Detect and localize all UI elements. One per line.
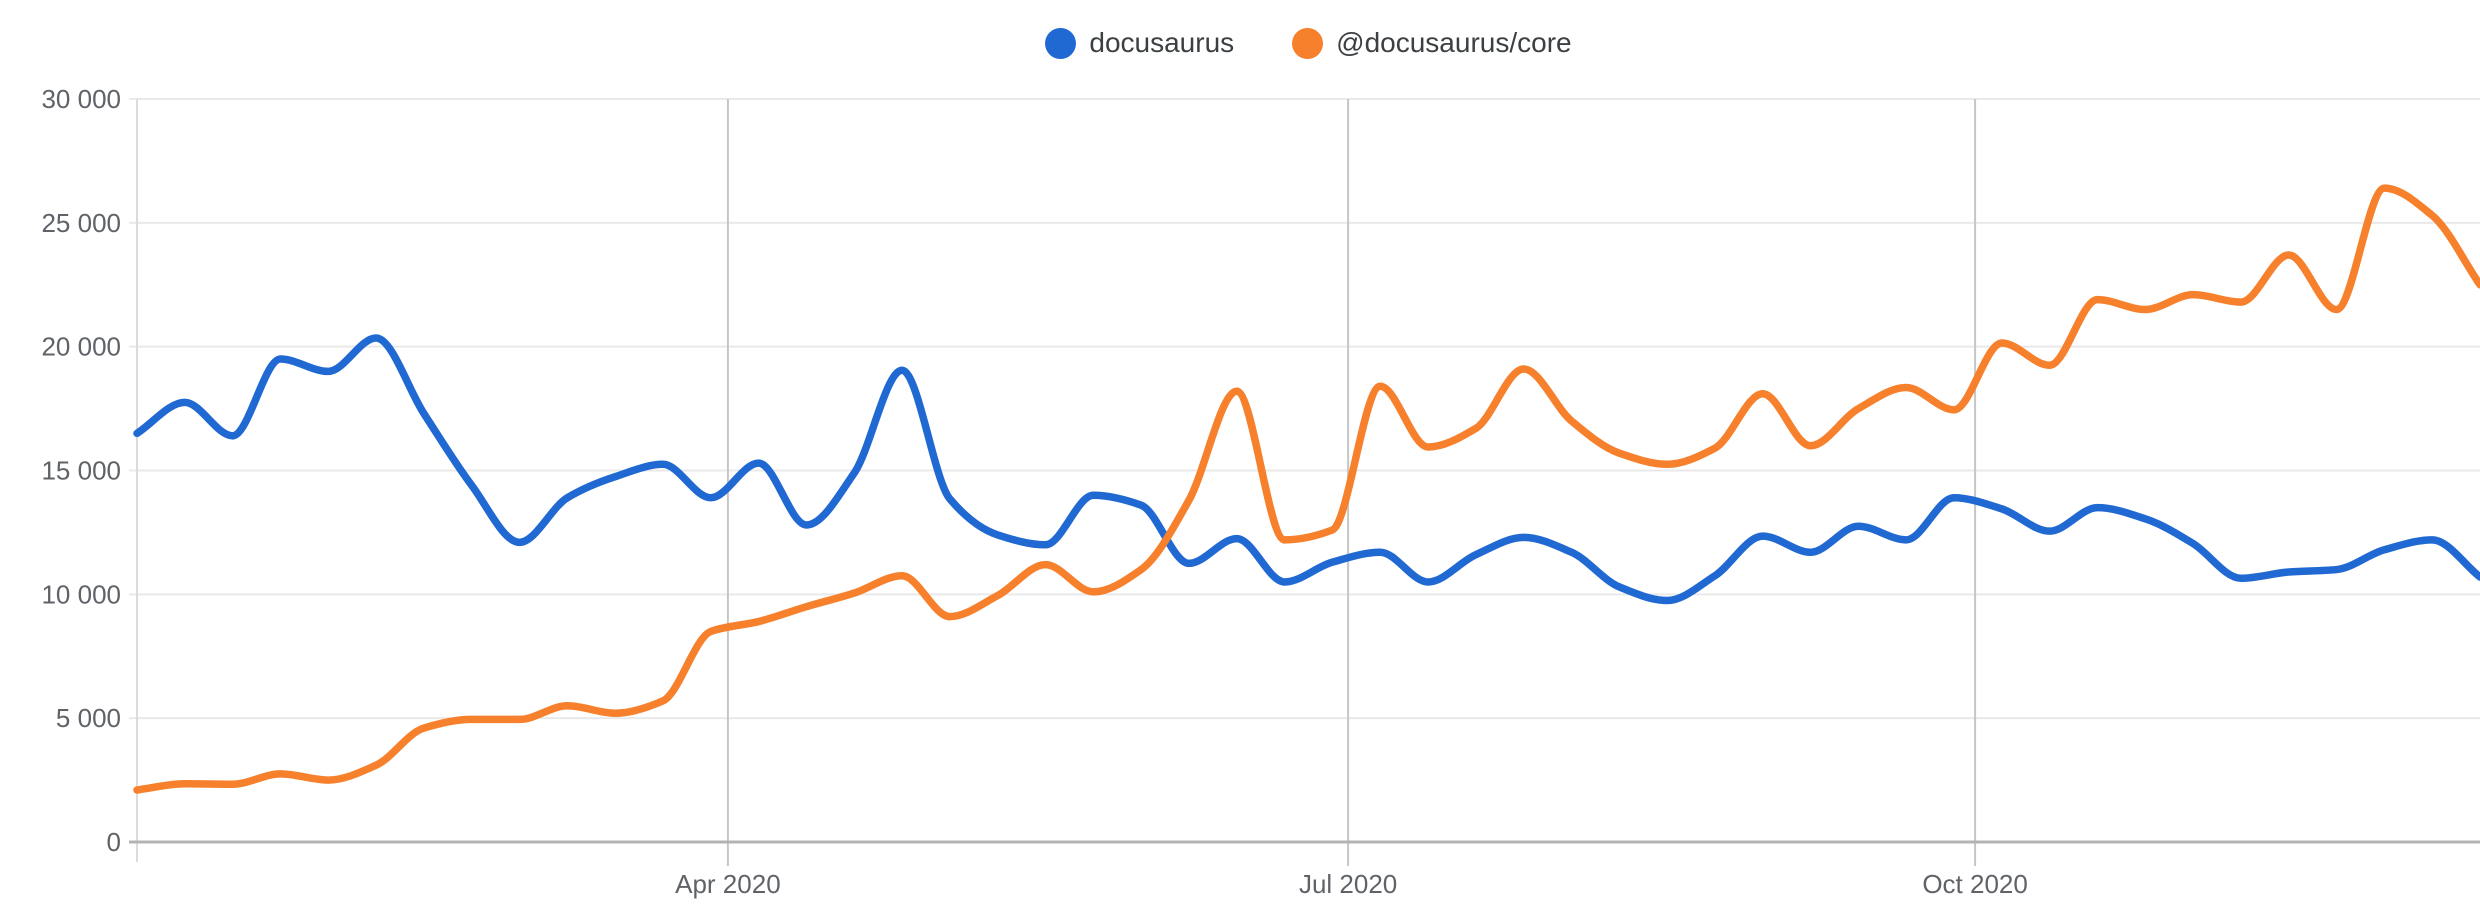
legend-item--docusaurus-core[interactable]: @docusaurus/core: [1292, 27, 1572, 59]
x-axis-tick-label: Apr 2020: [675, 869, 781, 899]
x-axis-tick-label: Oct 2020: [1922, 869, 2028, 899]
legend-label: @docusaurus/core: [1336, 27, 1572, 58]
x-axis-tick-label: Jul 2020: [1299, 869, 1397, 899]
y-axis-tick-label: 0: [107, 827, 121, 857]
y-axis-tick-label: 20 000: [41, 332, 121, 362]
y-axis-tick-label: 5 000: [56, 703, 121, 733]
chart-legend: docusaurus @docusaurus/core: [137, 20, 2480, 66]
legend-item-docusaurus[interactable]: docusaurus: [1045, 27, 1234, 59]
y-axis-tick-label: 30 000: [41, 84, 121, 114]
series-line-docusaurus: [133, 334, 2480, 605]
series-line--docusaurus-core: [133, 184, 2480, 794]
legend-label: docusaurus: [1089, 27, 1235, 58]
legend-color-dot-icon: [1045, 27, 1077, 59]
y-axis-tick-label: 15 000: [41, 456, 121, 486]
y-axis-tick-label: 25 000: [41, 208, 121, 238]
y-axis-tick-label: 10 000: [41, 579, 121, 609]
legend-color-dot-icon: [1292, 27, 1324, 59]
